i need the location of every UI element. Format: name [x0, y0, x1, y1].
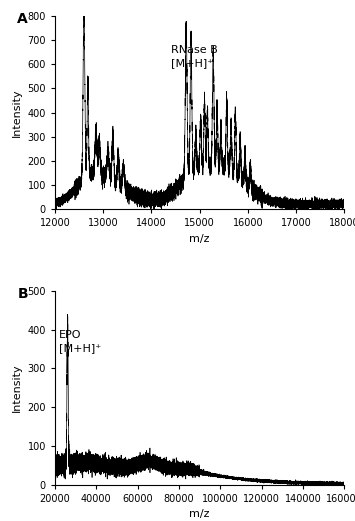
Y-axis label: Intensity: Intensity: [12, 363, 22, 412]
Text: A: A: [17, 12, 28, 26]
X-axis label: m/z: m/z: [190, 509, 210, 519]
Text: RNase B
[M+H]⁺: RNase B [M+H]⁺: [171, 45, 218, 68]
Text: B: B: [17, 287, 28, 301]
Text: EPO
[M+H]⁺: EPO [M+H]⁺: [59, 329, 101, 353]
Y-axis label: Intensity: Intensity: [12, 88, 22, 137]
X-axis label: m/z: m/z: [190, 234, 210, 244]
